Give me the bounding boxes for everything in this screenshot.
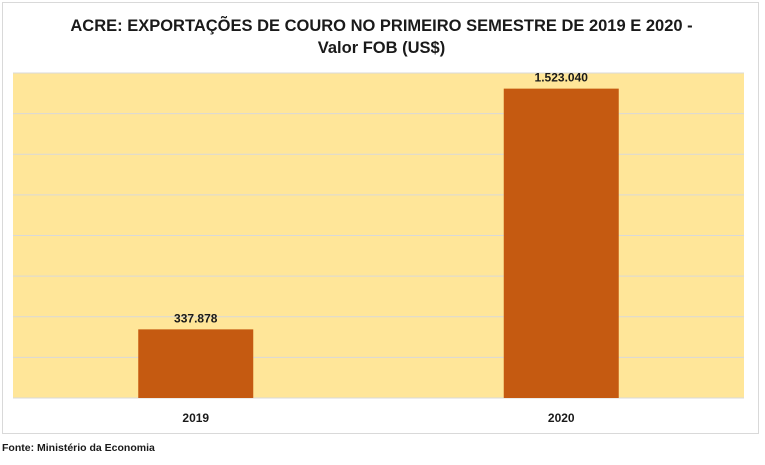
chart-title-line-2: Valor FOB (US$)	[317, 39, 446, 57]
bar-2020	[503, 88, 619, 398]
x-tick-label-2020: 2020	[548, 411, 575, 425]
chart-frame: ACRE: EXPORTAÇÕES DE COURO NO PRIMEIRO S…	[2, 2, 759, 434]
bar-2019	[138, 329, 254, 398]
bar-chart: 337.878 2019 1.523.040 2020	[13, 71, 744, 425]
data-label-2019: 337.878	[174, 311, 218, 325]
source-note: Fonte: Ministério da Economia	[2, 442, 155, 454]
x-tick-label-2019: 2019	[182, 411, 209, 425]
chart-title-line-1: ACRE: EXPORTAÇÕES DE COURO NO PRIMEIRO S…	[70, 17, 693, 35]
data-label-2020: 1.523.040	[535, 71, 589, 85]
chart-title: ACRE: EXPORTAÇÕES DE COURO NO PRIMEIRO S…	[3, 15, 760, 59]
